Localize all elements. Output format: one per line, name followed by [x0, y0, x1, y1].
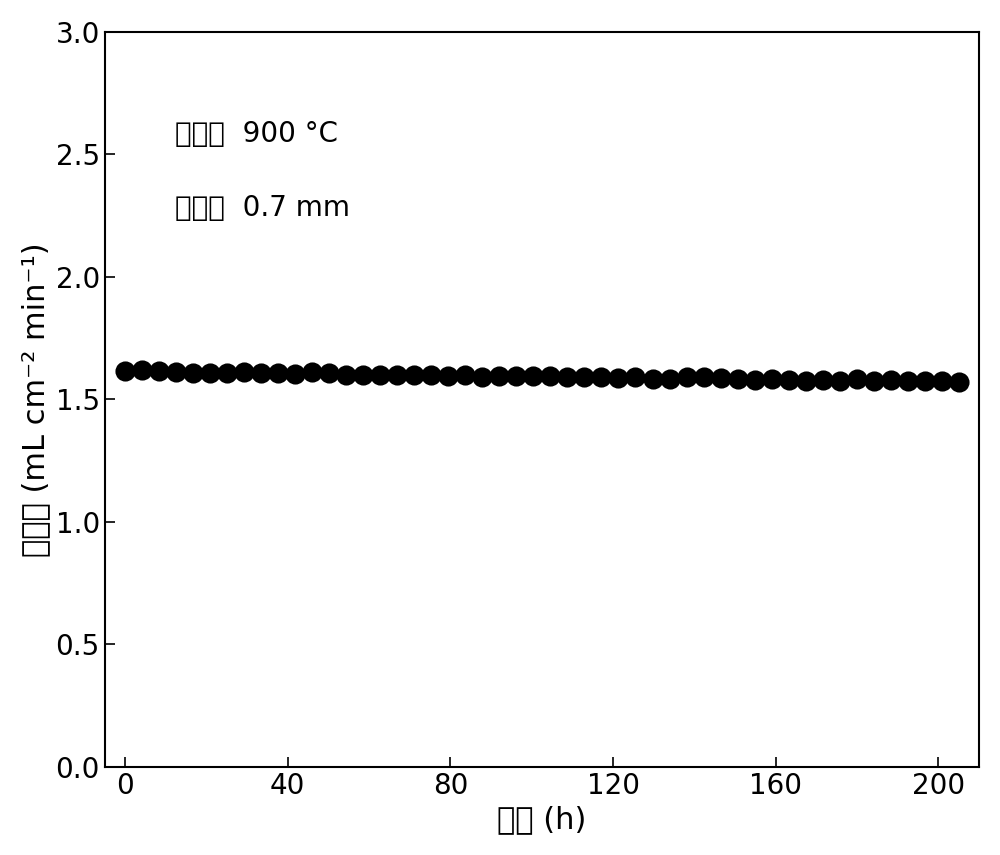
Text: 温度：  900 °C: 温度： 900 °C	[175, 120, 338, 148]
Text: 厚度：  0.7 mm: 厚度： 0.7 mm	[175, 193, 350, 221]
X-axis label: 时间 (h): 时间 (h)	[497, 805, 587, 834]
Y-axis label: 透氧率 (mL cm⁻² min⁻¹): 透氧率 (mL cm⁻² min⁻¹)	[21, 242, 50, 557]
